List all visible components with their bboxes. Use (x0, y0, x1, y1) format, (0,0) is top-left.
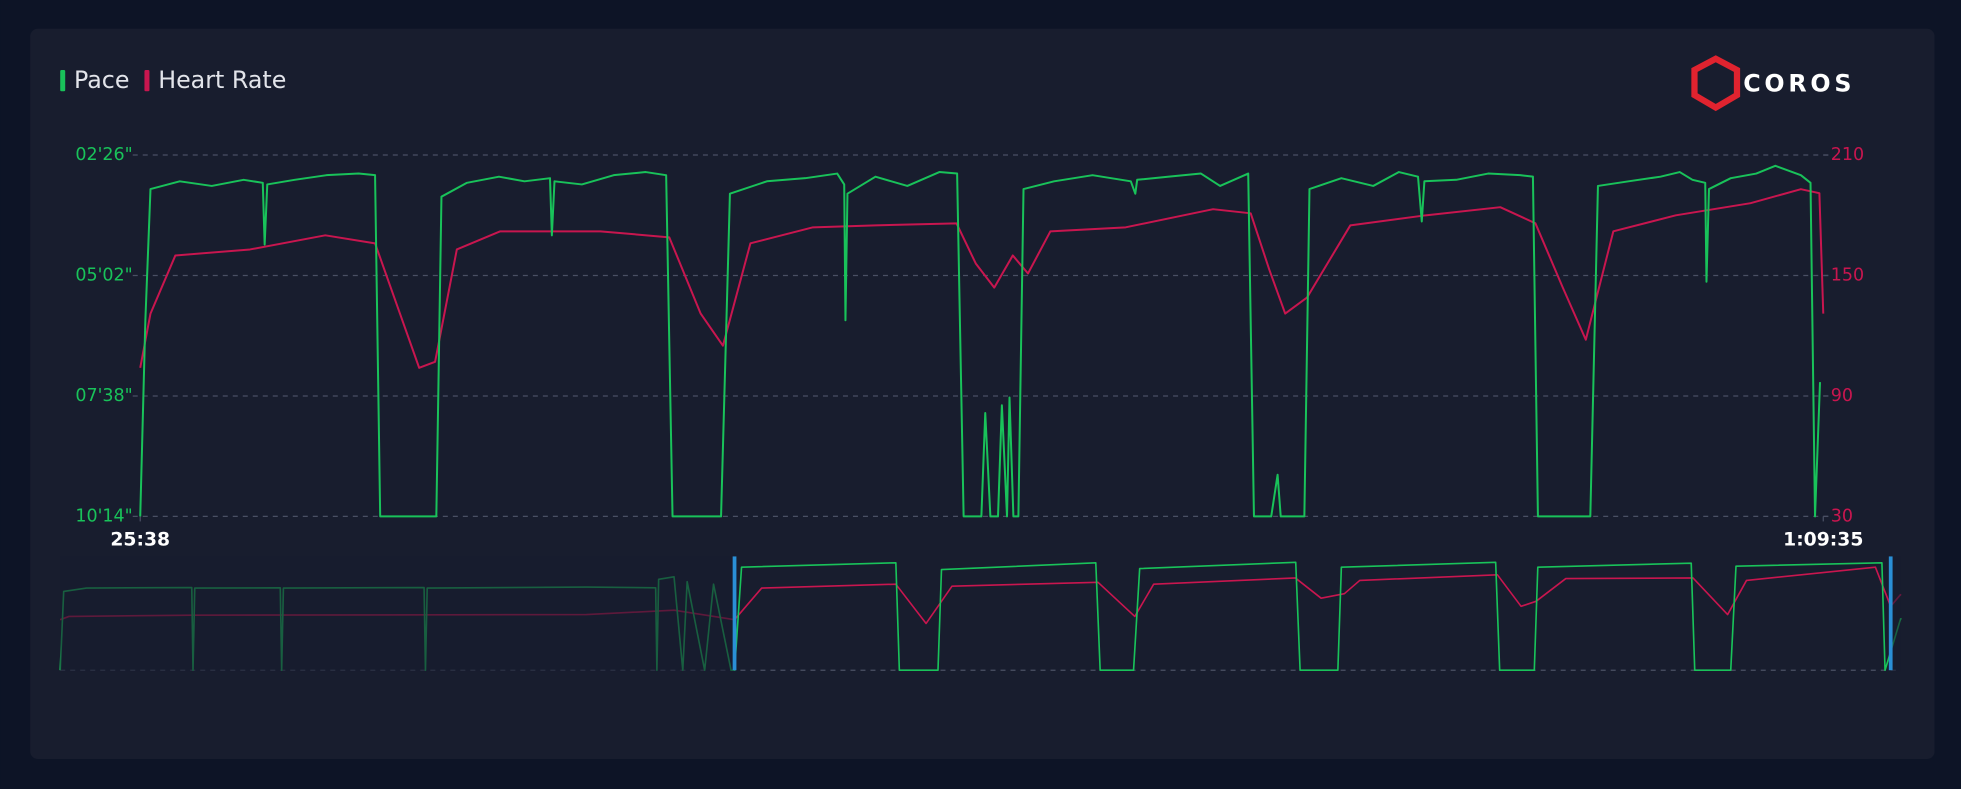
y2-tick-label: 30 (1831, 506, 1853, 526)
logo: COROS (1691, 55, 1855, 112)
legend-label: Heart Rate (158, 66, 286, 94)
y-tick-label: 10'14" (75, 506, 132, 526)
y-tick-label: 02'26" (75, 145, 132, 165)
navigator-mask (60, 556, 735, 672)
x-tick-label: 1:09:35 (1783, 530, 1863, 551)
legend-marker (60, 70, 66, 92)
y2-tick-label: 210 (1831, 145, 1864, 165)
selection-handle[interactable] (1888, 556, 1893, 671)
logo-text: COROS (1743, 70, 1855, 98)
logo-icon (1691, 55, 1741, 112)
navigator-mask (1890, 556, 1901, 672)
legend-label: Pace (74, 66, 129, 94)
legend-marker (144, 70, 150, 92)
y-tick-label: 05'02" (75, 266, 132, 286)
selection-handle[interactable] (732, 556, 737, 671)
series-line (139, 164, 1822, 518)
series-line (139, 188, 1825, 369)
y-tick-label: 07'38" (75, 386, 132, 406)
y2-tick-label: 90 (1831, 386, 1853, 406)
x-tick-label: 25:38 (110, 530, 170, 551)
y2-tick-label: 150 (1831, 266, 1864, 286)
